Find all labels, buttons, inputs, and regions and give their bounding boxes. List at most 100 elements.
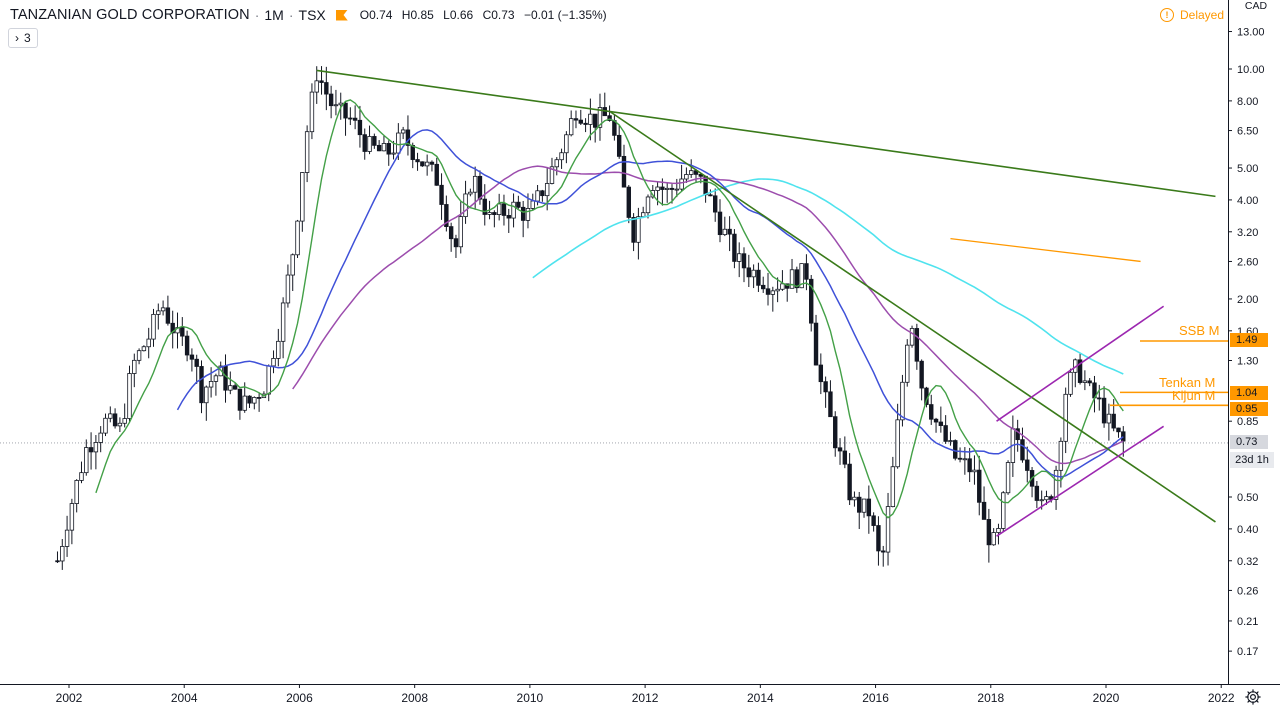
indicators-count: 3: [24, 31, 31, 45]
candle: [1044, 496, 1049, 501]
flag-icon[interactable]: [335, 9, 348, 21]
candle: [977, 469, 982, 503]
candle: [434, 163, 439, 186]
candle: [1077, 359, 1083, 383]
y-tick-label: 0.40: [1237, 524, 1258, 536]
candle: [271, 358, 276, 367]
candle: [957, 457, 963, 460]
candle: [842, 450, 848, 465]
candle: [823, 381, 828, 393]
candle: [929, 404, 934, 420]
candle: [881, 550, 886, 553]
candle: [309, 91, 315, 133]
candle: [237, 388, 243, 411]
candle: [664, 187, 670, 190]
candle: [530, 200, 535, 209]
open-label: O: [359, 8, 370, 22]
candle: [160, 307, 166, 312]
candle: [506, 215, 511, 219]
candle: [362, 134, 367, 152]
candle: [1015, 428, 1020, 441]
candle: [919, 360, 924, 389]
close-value: 0.73: [491, 8, 515, 22]
open-value: 0.74: [369, 8, 393, 22]
candle: [564, 134, 569, 154]
candle: [669, 187, 675, 190]
x-tick-label: 2014: [747, 691, 774, 705]
x-tick-label: 2022: [1208, 691, 1235, 705]
last-price-tag: 0.73: [1230, 435, 1268, 449]
candle: [400, 129, 406, 134]
ssb-label: SSB M: [1179, 323, 1220, 338]
candle: [184, 335, 190, 356]
interval-label[interactable]: 1M: [264, 7, 284, 23]
info-icon: !: [1160, 8, 1174, 22]
kijun-label: Kijun M: [1172, 388, 1216, 403]
candle: [1063, 393, 1068, 442]
candle: [938, 421, 944, 426]
candle: [799, 263, 804, 289]
candle: [280, 302, 286, 342]
candle: [770, 290, 776, 295]
candle: [900, 381, 905, 421]
candle: [127, 373, 132, 419]
candle: [492, 212, 497, 216]
channel-line: [996, 425, 1165, 537]
y-tick-label: 8.00: [1237, 96, 1258, 108]
candle: [540, 190, 545, 197]
candle: [1020, 439, 1025, 461]
y-tick-label: 13.00: [1237, 27, 1265, 39]
candle: [1005, 462, 1011, 494]
candle: [592, 113, 598, 128]
candle: [765, 288, 771, 295]
currency-label[interactable]: CAD: [1236, 0, 1276, 12]
candle: [789, 269, 795, 289]
candle: [74, 480, 79, 504]
ma-long-line: [532, 178, 1124, 375]
candle: [170, 322, 175, 334]
candle: [319, 80, 324, 83]
candle: [1039, 499, 1044, 502]
y-tick-label: 2.00: [1237, 294, 1258, 306]
candle: [885, 506, 891, 553]
gear-icon[interactable]: [1244, 688, 1262, 706]
x-tick-label: 2020: [1093, 691, 1120, 705]
candle: [967, 458, 972, 473]
candle: [108, 413, 113, 419]
candle: [343, 102, 348, 119]
delayed-badge[interactable]: ! Delayed: [1160, 8, 1224, 22]
candle: [986, 519, 992, 546]
y-tick-label: 0.17: [1237, 646, 1258, 658]
y-tick-label: 1.30: [1237, 355, 1258, 367]
candle: [333, 104, 339, 107]
candle: [996, 528, 1001, 533]
candle: [818, 364, 824, 383]
symbol-name[interactable]: TANZANIAN GOLD CORPORATION: [10, 7, 250, 23]
y-tick-label: 3.20: [1237, 227, 1258, 239]
y-tick-label: 0.32: [1237, 556, 1258, 568]
ma-mid-line: [176, 129, 1124, 478]
candle: [256, 397, 262, 399]
candle: [1053, 469, 1059, 500]
candle: [156, 310, 161, 315]
x-tick-label: 2010: [517, 691, 544, 705]
candle: [837, 447, 843, 452]
x-tick-label: 2004: [171, 691, 198, 705]
candle: [871, 515, 876, 526]
indicators-toggle-button[interactable]: › 3: [8, 28, 38, 48]
candle: [809, 278, 814, 324]
candle: [727, 228, 732, 235]
candle: [496, 203, 502, 216]
candle: [857, 496, 862, 513]
y-tick-label: 0.50: [1237, 492, 1258, 504]
chevron-right-icon: ›: [15, 31, 19, 45]
candle: [607, 115, 612, 121]
candle: [381, 143, 387, 152]
candle: [324, 82, 329, 95]
candle: [453, 238, 459, 248]
candle: [468, 191, 473, 195]
candle: [165, 307, 171, 324]
candle: [199, 366, 204, 404]
